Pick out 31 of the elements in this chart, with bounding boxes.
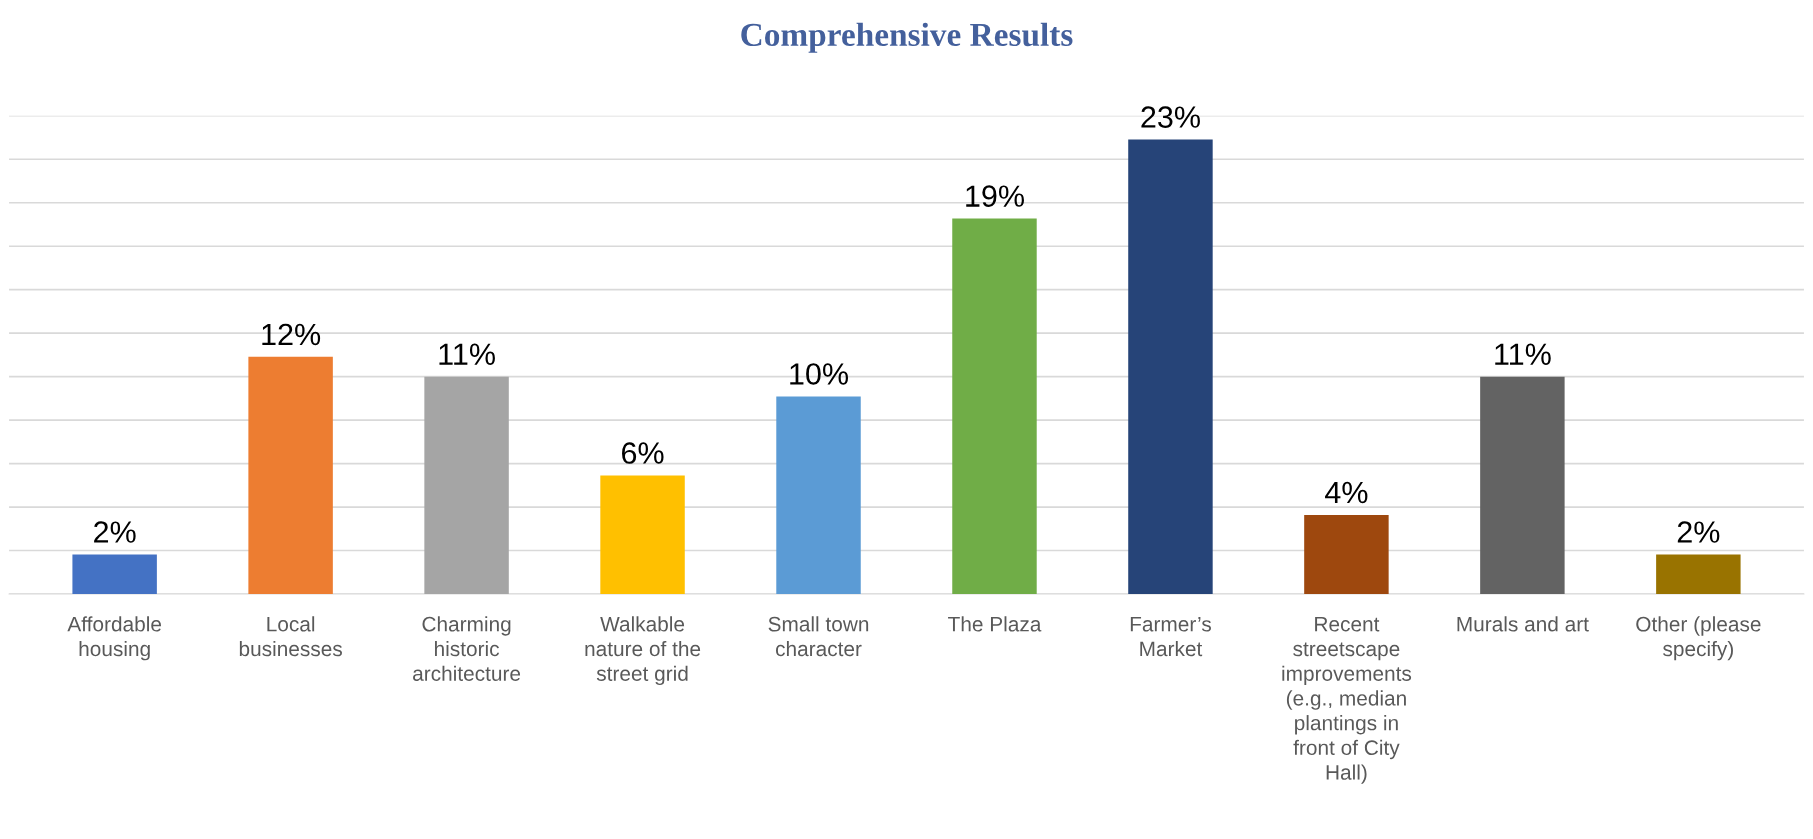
bar — [776, 396, 861, 595]
bar — [1480, 376, 1565, 595]
x-tick-label: Local businesses — [239, 616, 342, 657]
x-tick-label: The Plaza — [948, 616, 1042, 632]
x-tick-label: Charming historic architecture — [413, 616, 521, 681]
bar — [600, 475, 685, 595]
data-label: 11% — [1495, 343, 1551, 365]
bar — [1656, 554, 1741, 595]
bar — [952, 218, 1037, 595]
x-tick-label: Recent streetscape improvements (e.g., median plantings in front of City Hall) — [1282, 617, 1412, 784]
data-label: 10% — [790, 363, 849, 385]
data-label: 4% — [1325, 481, 1368, 504]
data-label: 2% — [94, 521, 136, 543]
bar — [72, 554, 157, 595]
data-label: 23% — [1141, 106, 1200, 128]
bar — [424, 376, 509, 595]
x-tick-label: Farmer’s Market — [1130, 617, 1211, 657]
chart-title: Comprehensive Results — [741, 22, 1073, 53]
x-tick-label: Murals and art — [1457, 616, 1589, 632]
x-tick-label: Other (please specify) — [1636, 616, 1761, 661]
data-label: 19% — [966, 185, 1024, 207]
data-label: 12% — [262, 323, 321, 346]
data-label: 11% — [439, 343, 495, 365]
x-tick-label: Small town character — [768, 616, 869, 657]
bar — [1128, 139, 1213, 595]
bar — [1304, 514, 1389, 595]
data-label: 6% — [622, 442, 664, 464]
bar — [248, 356, 333, 595]
x-tick-label: Affordable housing — [67, 616, 162, 661]
x-tick-label: Walkable nature of the street grid — [585, 616, 701, 686]
data-label: 2% — [1677, 521, 1720, 543]
